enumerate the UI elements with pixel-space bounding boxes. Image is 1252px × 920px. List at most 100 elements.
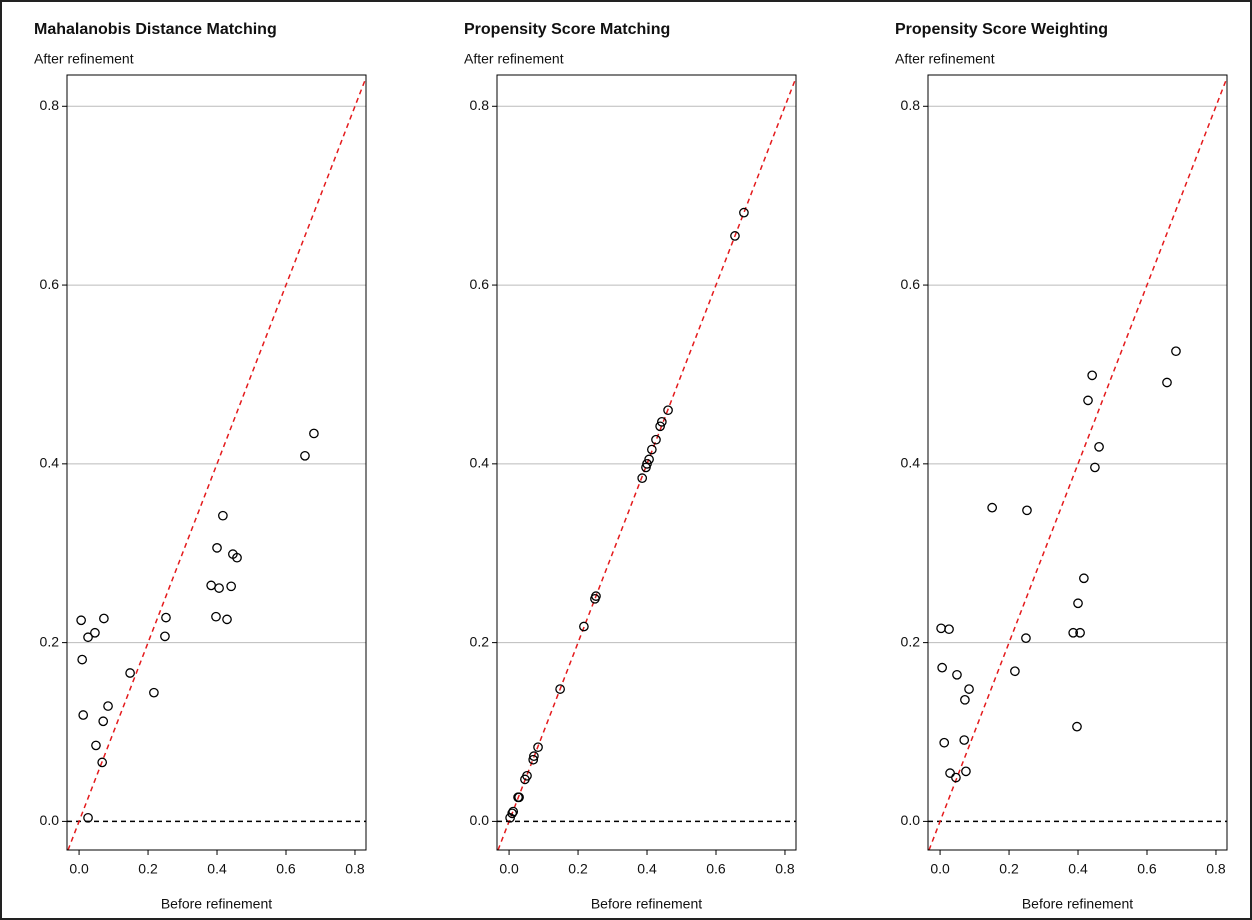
y-axis-label: After refinement: [895, 51, 995, 67]
panel-title: Mahalanobis Distance Matching: [34, 21, 277, 38]
y-axis-label: After refinement: [34, 51, 134, 67]
point: [226, 581, 237, 592]
point: [655, 421, 665, 432]
point: [952, 669, 962, 680]
y-tick-label: 0.2: [40, 633, 60, 649]
y-tick-label: 0.4: [40, 455, 60, 471]
point: [83, 812, 93, 823]
x-tick-label: 0.2: [999, 861, 1019, 877]
point: [1171, 346, 1181, 357]
point: [508, 806, 519, 817]
y-tick-label: 0.8: [901, 97, 921, 113]
point: [522, 770, 532, 781]
panel-title: Propensity Score Weighting: [895, 21, 1108, 38]
point: [91, 740, 101, 751]
point: [1021, 633, 1031, 643]
point: [646, 444, 657, 455]
x-tick-label: 0.4: [1068, 861, 1088, 877]
point: [83, 632, 93, 643]
point: [507, 808, 518, 819]
y-tick-label: 0.8: [470, 97, 490, 113]
point: [939, 737, 950, 748]
y-axis-label: After refinement: [464, 51, 564, 67]
x-tick-label: 0.0: [930, 861, 950, 877]
x-axis-label: Before refinement: [161, 896, 272, 912]
identity-line: [67, 77, 367, 851]
point: [987, 502, 997, 513]
point: [1083, 395, 1093, 406]
point: [99, 613, 109, 624]
x-tick-label: 0.6: [706, 861, 726, 877]
identity-line: [497, 77, 797, 851]
point: [232, 552, 242, 563]
point: [98, 716, 109, 727]
point: [937, 662, 947, 673]
y-tick-label: 0.8: [40, 97, 60, 113]
y-tick-label: 0.0: [901, 812, 921, 828]
point: [211, 611, 221, 622]
y-tick-label: 0.0: [470, 812, 490, 828]
identity-line: [928, 77, 1228, 851]
point: [1068, 627, 1079, 638]
point: [97, 757, 108, 768]
point: [1010, 666, 1020, 677]
x-axis-label: Before refinement: [1022, 896, 1133, 912]
x-tick-label: 0.6: [1137, 861, 1157, 877]
point: [1072, 721, 1082, 732]
point: [149, 687, 159, 698]
x-tick-label: 0.6: [276, 861, 296, 877]
point: [663, 405, 673, 416]
point: [533, 742, 543, 753]
point: [951, 772, 961, 783]
point: [76, 615, 86, 626]
point: [964, 684, 974, 694]
point: [944, 624, 954, 635]
point: [555, 684, 565, 694]
point: [739, 207, 749, 218]
x-axis-label: Before refinement: [591, 896, 702, 912]
point: [642, 458, 652, 469]
point: [1094, 442, 1104, 452]
point: [1162, 377, 1172, 388]
point: [591, 591, 601, 601]
y-tick-label: 0.6: [901, 276, 921, 292]
plot-border: [927, 74, 1228, 851]
plot-border: [66, 74, 367, 851]
y-tick-label: 0.6: [470, 276, 490, 292]
x-tick-label: 0.8: [775, 861, 795, 877]
point: [125, 668, 135, 678]
point: [103, 701, 113, 711]
point: [579, 621, 589, 632]
point: [300, 450, 310, 461]
x-tick-label: 0.0: [499, 861, 519, 877]
x-tick-label: 0.4: [637, 861, 657, 877]
point: [77, 654, 88, 665]
point: [959, 735, 970, 745]
point: [651, 434, 661, 445]
plot-border: [496, 74, 797, 851]
point: [1073, 598, 1083, 609]
y-tick-label: 0.4: [901, 455, 921, 471]
point: [1090, 462, 1100, 473]
x-tick-label: 0.4: [207, 861, 227, 877]
x-tick-label: 0.8: [345, 861, 365, 877]
point: [644, 454, 654, 465]
point: [222, 614, 232, 625]
point: [637, 473, 648, 483]
x-tick-label: 0.8: [1206, 861, 1226, 877]
point: [78, 710, 89, 720]
y-tick-label: 0.2: [470, 633, 490, 649]
point: [1087, 370, 1098, 381]
point: [656, 416, 667, 427]
point: [1022, 505, 1032, 516]
point: [214, 583, 224, 593]
y-tick-label: 0.0: [40, 812, 60, 828]
x-tick-label: 0.0: [69, 861, 89, 877]
point: [730, 231, 740, 241]
point: [212, 543, 222, 553]
point: [528, 754, 539, 765]
point: [1075, 627, 1085, 638]
point: [1079, 573, 1089, 584]
